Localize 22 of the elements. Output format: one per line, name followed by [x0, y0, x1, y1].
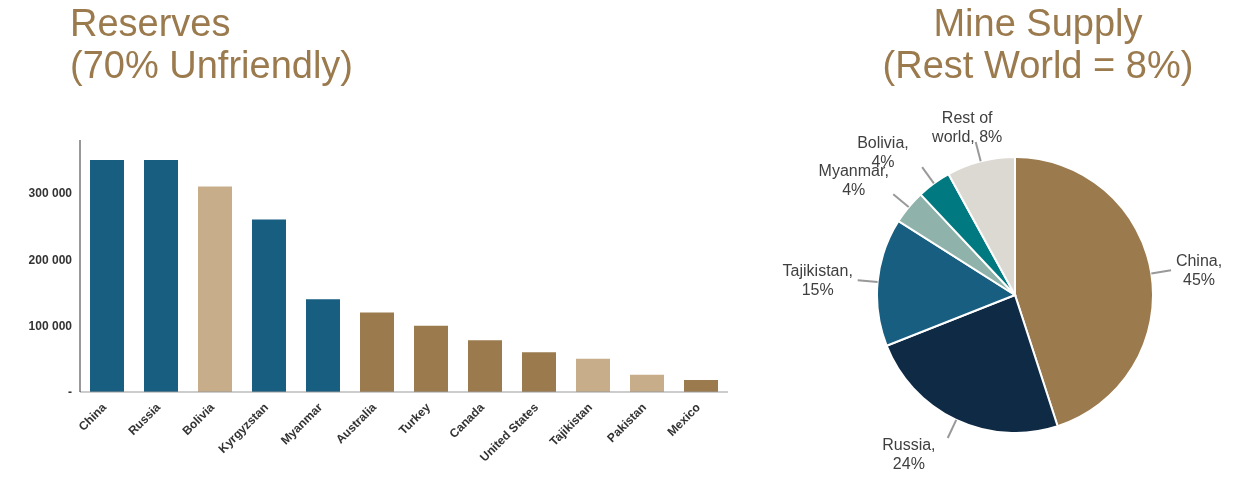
slice-label: Russia, 24%: [882, 435, 936, 472]
bar: [522, 352, 556, 392]
bar: [306, 299, 340, 392]
bar: [414, 325, 448, 392]
chart-title: Mine Supply (Rest World = 8%): [881, 2, 1195, 86]
chart-title: Reserves (70% Unfriendly): [70, 2, 354, 86]
bar: [576, 358, 610, 392]
bar: [198, 186, 232, 392]
y-tick-label: 100 000: [28, 318, 73, 333]
y-tick-label: 200 000: [28, 252, 73, 267]
y-tick-label: -: [68, 385, 72, 400]
bar: [630, 374, 664, 392]
bar: [684, 380, 718, 392]
slice-label: China, 45%: [1175, 251, 1223, 288]
bar: [144, 159, 178, 392]
slice-label: Rest of world, 8%: [931, 108, 1003, 145]
bar: [360, 312, 394, 392]
y-tick-label: 300 000: [28, 186, 73, 201]
bar: [90, 159, 124, 392]
bar: [252, 219, 286, 392]
bar: [468, 340, 502, 392]
slice-label: Tajikistan, 15%: [782, 261, 853, 298]
